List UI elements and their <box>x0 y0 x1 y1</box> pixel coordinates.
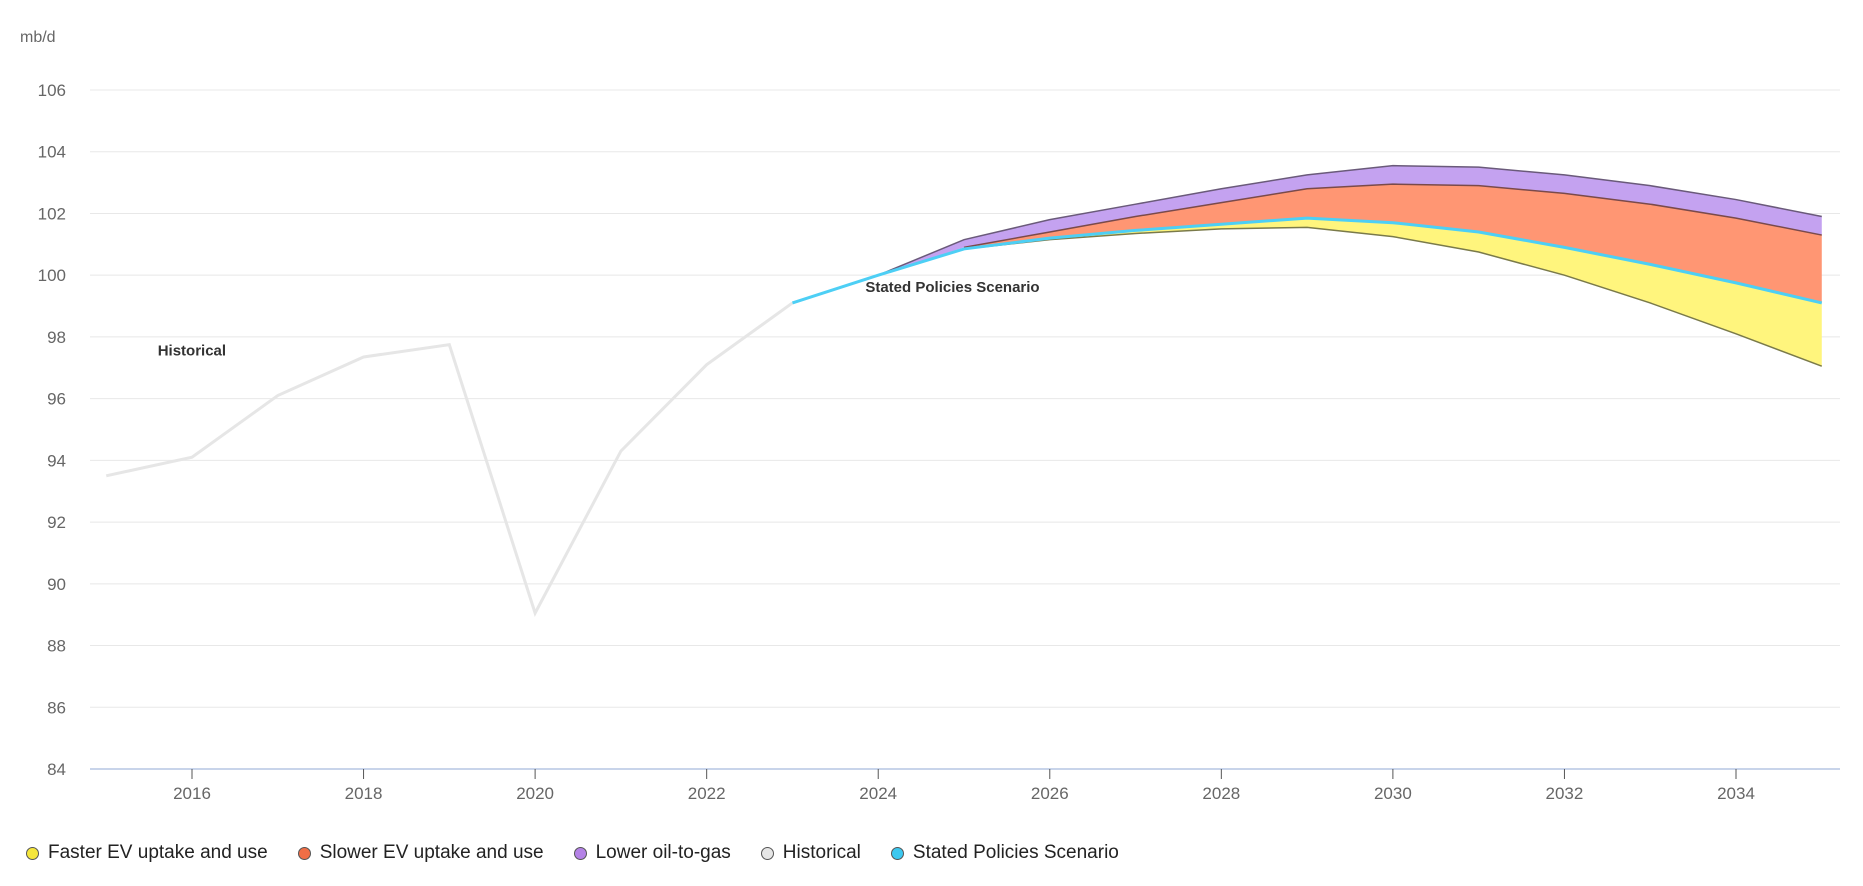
y-tick-label: 90 <box>47 575 66 594</box>
y-tick-label: 92 <box>47 513 66 532</box>
y-tick-label: 98 <box>47 328 66 347</box>
legend-label: Historical <box>782 842 861 863</box>
x-tick-label: 2032 <box>1546 784 1584 803</box>
y-tick-label: 88 <box>47 637 66 656</box>
y-tick-label: 84 <box>47 760 66 779</box>
line-historical <box>105 301 794 617</box>
area-faster-ev <box>964 218 1822 367</box>
legend-swatch-icon <box>890 846 904 860</box>
x-tick-label: 2030 <box>1374 784 1412 803</box>
x-tick-label: 2026 <box>1031 784 1069 803</box>
annotation-label: Stated Policies Scenario <box>865 279 1039 296</box>
line-stated-policies <box>791 216 1823 305</box>
x-tick-label: 2024 <box>859 784 897 803</box>
line-lower-oil-to-gas <box>877 164 1822 276</box>
x-tick-label: 2028 <box>1202 784 1240 803</box>
line-faster-ev <box>963 226 1823 367</box>
series-lines <box>105 164 1823 617</box>
legend-swatch-icon <box>760 846 774 860</box>
legend-label: Lower oil-to-gas <box>595 842 731 863</box>
y-tick-label: 94 <box>47 451 66 470</box>
legend-label: Slower EV uptake and use <box>319 842 544 863</box>
x-tick-label: 2016 <box>173 784 211 803</box>
legend-item[interactable]: Historical <box>760 842 861 864</box>
y-tick-label: 100 <box>38 266 66 285</box>
y-axis-ticks: 84 86 88 90 92 94 96 98 100 102 104 106 <box>38 81 66 779</box>
legend-item[interactable]: Lower oil-to-gas <box>573 842 731 864</box>
legend-swatch-icon <box>26 846 39 860</box>
annotations: Historical Stated Policies Scenario <box>158 279 1040 359</box>
x-axis: 2016 2018 2020 2022 2024 2026 2028 2030 2032 2034 <box>173 769 1755 803</box>
legend-item[interactable]: Faster EV uptake and use <box>26 842 268 864</box>
area-lower-oil-to-gas <box>878 165 1822 276</box>
y-tick-label: 106 <box>38 81 66 100</box>
y-axis-unit-label: mb/d <box>20 29 56 46</box>
legend-swatch-icon <box>573 846 587 860</box>
y-tick-label: 86 <box>47 698 66 717</box>
area-slower-ev <box>964 184 1822 303</box>
legend: Faster EV uptake and use Slower EV uptake… <box>26 842 1119 864</box>
x-tick-label: 2020 <box>516 784 554 803</box>
y-tick-label: 104 <box>38 143 66 162</box>
annotation-label: Historical <box>158 342 226 359</box>
line-slower-ev <box>963 183 1822 249</box>
y-tick-label: 96 <box>47 390 66 409</box>
legend-label: Faster EV uptake and use <box>48 842 268 863</box>
x-tick-label: 2034 <box>1717 784 1755 803</box>
y-tick-label: 102 <box>38 204 66 223</box>
legend-swatch-icon <box>297 846 311 860</box>
scenario-areas <box>878 165 1822 367</box>
x-tick-label: 2022 <box>688 784 726 803</box>
legend-item[interactable]: Slower EV uptake and use <box>297 842 544 864</box>
legend-item[interactable]: Stated Policies Scenario <box>890 842 1119 864</box>
x-tick-label: 2018 <box>345 784 383 803</box>
legend-label: Stated Policies Scenario <box>912 842 1119 863</box>
